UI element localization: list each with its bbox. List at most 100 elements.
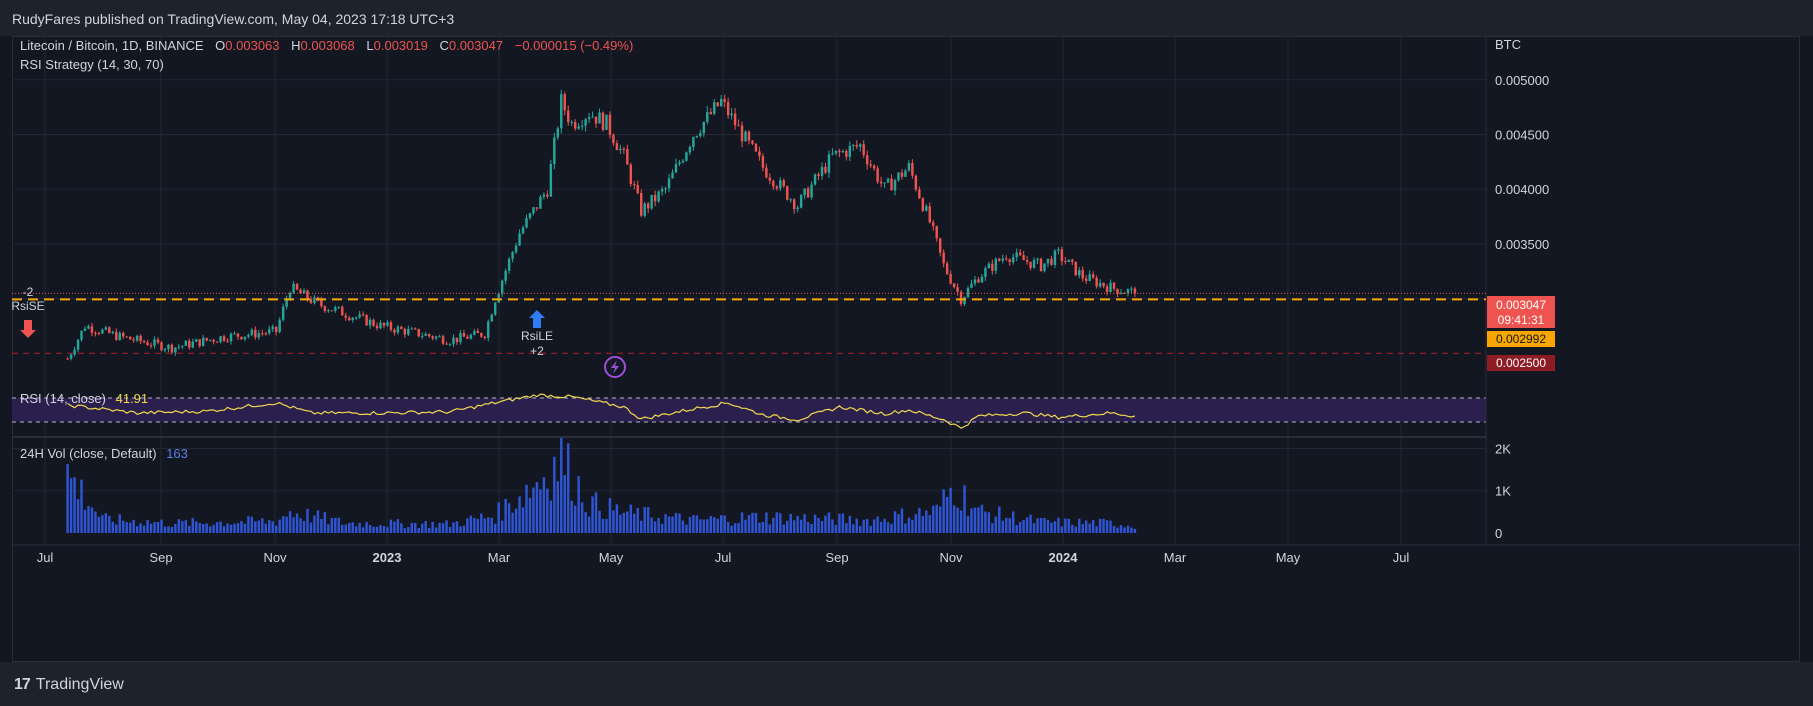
tradingview-logo[interactable]: 17 TradingView <box>14 676 124 694</box>
candle-body <box>97 333 101 335</box>
candle-body <box>806 188 810 198</box>
volume-bar <box>421 523 424 533</box>
candle-body <box>532 207 535 214</box>
candle-body <box>1071 259 1074 262</box>
candle-body <box>201 337 205 347</box>
volume-bar <box>167 526 170 533</box>
volume-bar <box>1078 518 1081 533</box>
candle-body <box>1046 258 1050 264</box>
candle-body <box>375 325 379 329</box>
candle-body <box>177 346 181 348</box>
candle-body <box>921 198 925 211</box>
volume-bar <box>115 524 118 533</box>
candle-body <box>393 329 396 333</box>
price-axis-ticks: 0.005000 0.004500 0.004000 0.003500 <box>1495 73 1549 252</box>
candle-body <box>897 172 900 181</box>
volume-bar <box>886 522 890 533</box>
candle-body <box>490 314 493 322</box>
volume-bar <box>532 487 535 533</box>
volume-bar <box>1043 517 1046 533</box>
volume-bar <box>215 522 219 533</box>
candle-body <box>358 314 361 318</box>
candle-body <box>678 162 681 165</box>
candle-body <box>535 207 539 209</box>
volume-bar <box>1084 520 1088 533</box>
candle-body <box>865 155 869 165</box>
candle-body <box>626 148 629 165</box>
volume-bar <box>358 522 361 533</box>
candle-body <box>702 121 706 134</box>
candle-body <box>1095 277 1098 287</box>
volume-bar <box>521 507 525 533</box>
volume-bar <box>1018 521 1022 533</box>
candle-body <box>514 245 518 253</box>
candle-body <box>417 328 420 337</box>
candle-body <box>469 334 473 339</box>
candle-body <box>170 344 174 353</box>
candle-body <box>949 274 952 284</box>
close-label: C <box>439 38 448 53</box>
volume-bar <box>1126 525 1130 533</box>
volume-bar <box>542 477 546 533</box>
candle-body <box>994 258 998 271</box>
volume-bar <box>76 499 80 533</box>
candle-body <box>264 333 267 335</box>
volume-bar <box>1053 521 1057 533</box>
volume-bar <box>998 506 1001 533</box>
candle-body <box>233 333 236 335</box>
candle-body <box>938 238 942 253</box>
candle-body <box>633 183 636 186</box>
volume-bar <box>1116 527 1119 533</box>
volume-bar <box>1015 525 1018 533</box>
candle-body <box>351 317 354 321</box>
candle-body <box>573 121 577 129</box>
volume-bar <box>309 522 313 533</box>
volume-bar <box>177 519 181 533</box>
volume-bar <box>1060 526 1064 533</box>
volume-bar <box>528 497 532 533</box>
candle-body <box>80 330 83 340</box>
volume-bar <box>1102 518 1105 533</box>
volume-bar <box>125 522 128 533</box>
candle-body <box>306 290 309 300</box>
volume-bar <box>688 516 692 533</box>
volume-bar <box>893 511 897 533</box>
volume-bar <box>1088 523 1091 533</box>
volume-bar <box>991 523 994 533</box>
candle-body <box>726 101 730 116</box>
volume-legend: 24H Vol (close, Default) 163 <box>20 446 188 461</box>
volume-bar <box>900 508 904 533</box>
candle-body <box>521 227 525 234</box>
candle-body <box>605 114 608 130</box>
lightning-icon[interactable] <box>604 356 626 378</box>
volume-bar <box>452 522 455 533</box>
candle-body <box>591 116 594 118</box>
volume-bar <box>274 525 278 533</box>
candle-body <box>386 322 389 326</box>
candle-body <box>87 326 90 329</box>
candle-body <box>709 111 712 114</box>
volume-bar <box>719 515 723 533</box>
volume-bar <box>810 523 813 533</box>
candle-body <box>640 193 643 216</box>
volume-bar <box>605 518 608 533</box>
volume-bar <box>907 517 911 533</box>
candle-body <box>820 166 824 176</box>
candle-body <box>191 341 194 348</box>
candle-body <box>462 333 466 337</box>
candle-body <box>862 144 865 156</box>
candle-body <box>991 263 994 271</box>
volume-bar <box>431 521 434 533</box>
volume-bar <box>667 516 671 533</box>
candle-body <box>299 289 302 294</box>
volume-bar <box>726 521 730 533</box>
candle-body <box>473 330 476 335</box>
time-tick-label: Nov <box>939 550 963 565</box>
candle-body <box>313 297 316 303</box>
volume-bar <box>716 518 719 533</box>
volume-bar <box>139 523 142 533</box>
volume-bar <box>268 520 271 533</box>
candle-body <box>108 327 111 334</box>
candle-body <box>1133 288 1137 294</box>
